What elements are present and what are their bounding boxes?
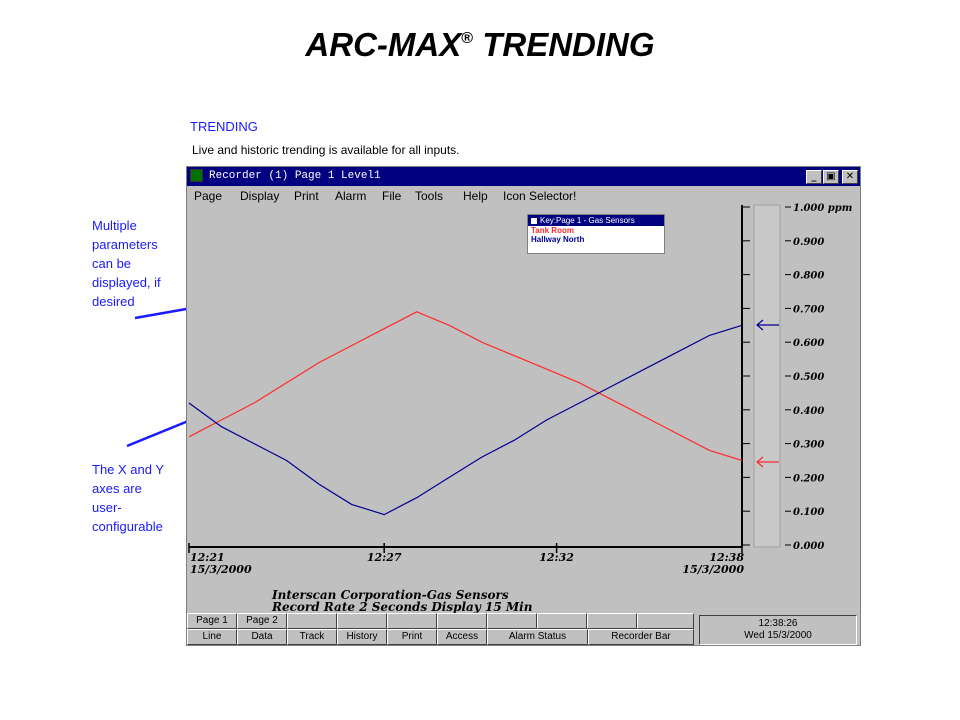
y-tick-label: 0.000 bbox=[793, 541, 824, 552]
y-tick-label: 0.100 bbox=[793, 507, 824, 518]
series-line-tank-room bbox=[188, 311, 743, 462]
x-tick-time: 12:27 bbox=[367, 551, 402, 564]
empty-page-slot bbox=[637, 613, 694, 629]
recorder-bar bbox=[753, 204, 781, 548]
recorder-bar-button[interactable]: Recorder Bar bbox=[588, 629, 694, 645]
y-tick-label: 0.900 bbox=[793, 237, 824, 248]
menu-file[interactable]: File bbox=[382, 189, 402, 203]
callout-bottom-line: axes are bbox=[92, 481, 142, 496]
section-heading: TRENDING bbox=[190, 119, 258, 134]
callout-top-line: can be bbox=[92, 256, 132, 271]
y-tick-label: 0.300 bbox=[793, 440, 824, 451]
x-tick-time: 12:21 bbox=[190, 551, 225, 564]
callout-bottom-line: user- bbox=[92, 500, 122, 515]
menubar: Page Display Print Alarm File Tools Help… bbox=[187, 187, 860, 205]
minimize-button[interactable]: _ bbox=[806, 170, 822, 184]
footer-line-1: Interscan Corporation-Gas Sensors bbox=[272, 588, 509, 602]
empty-page-slot bbox=[437, 613, 487, 629]
callout-multiple-parameters: Multiple parameters can be displayed, if des… bbox=[92, 216, 161, 311]
window-title: Recorder (1) Page 1 Level1 bbox=[209, 170, 381, 182]
page-button-1[interactable]: Page 1 bbox=[187, 613, 237, 629]
y-tick-label: 0.600 bbox=[793, 338, 824, 349]
menu-print[interactable]: Print bbox=[294, 189, 319, 203]
slide-title: ARC-MAX® TRENDING bbox=[305, 26, 655, 63]
menu-help[interactable]: Help bbox=[463, 189, 488, 203]
legend-item-hallway-north: Hallway North bbox=[531, 235, 585, 244]
empty-page-slot bbox=[537, 613, 587, 629]
clock-time: 12:38:26 bbox=[758, 618, 798, 629]
app-icon bbox=[190, 169, 203, 182]
footer-line-2: Record Rate 2 Seconds Display 15 Min bbox=[272, 600, 533, 614]
empty-page-slot bbox=[287, 613, 337, 629]
y-tick-label: 0.400 bbox=[793, 406, 824, 417]
x-tick-time: 12:32 bbox=[539, 551, 574, 564]
arrow-indicator-red bbox=[756, 456, 779, 468]
callout-bottom-line: configurable bbox=[92, 519, 163, 534]
series-line-hallway-north bbox=[188, 324, 743, 516]
alarm-status-button[interactable]: Alarm Status bbox=[487, 629, 588, 645]
legend-key[interactable]: Key:Page 1 - Gas Sensors Tank Room Hallw… bbox=[527, 214, 665, 254]
callout-bottom-line: The X and Y bbox=[92, 462, 165, 477]
section-description: Live and historic trending is available … bbox=[192, 143, 460, 157]
menu-display[interactable]: Display bbox=[240, 189, 280, 203]
history-button[interactable]: History bbox=[337, 629, 387, 645]
menu-page[interactable]: Page bbox=[194, 189, 223, 203]
track-button[interactable]: Track bbox=[287, 629, 337, 645]
callout-top-line: Multiple bbox=[92, 218, 137, 233]
page-button-2[interactable]: Page 2 bbox=[237, 613, 287, 629]
empty-page-slot bbox=[587, 613, 637, 629]
clock-display: 12:38:26 Wed 15/3/2000 bbox=[699, 615, 857, 645]
arrow-indicator-blue bbox=[756, 319, 779, 331]
y-tick-label: 0.500 bbox=[793, 372, 824, 383]
maximize-button[interactable]: ▣ bbox=[823, 170, 839, 184]
empty-page-slot bbox=[487, 613, 537, 629]
x-tick-date: 15/3/2000 bbox=[682, 563, 744, 576]
y-tick-label: 1.000 ppm bbox=[793, 203, 852, 214]
line-button[interactable]: Line bbox=[187, 629, 237, 645]
menu-tools[interactable]: Tools bbox=[415, 189, 444, 203]
menu-icon-selector[interactable]: Icon Selector! bbox=[503, 189, 577, 203]
x-tick-time: 12:38 bbox=[709, 551, 744, 564]
x-tick-date: 15/3/2000 bbox=[190, 563, 252, 576]
y-tick-label: 0.800 bbox=[793, 271, 824, 282]
close-button[interactable]: ✕ bbox=[842, 170, 858, 184]
recorder-window: Recorder (1) Page 1 Level1 _ ▣ ✕ Page Di… bbox=[186, 166, 861, 646]
legend-title: Key:Page 1 - Gas Sensors bbox=[528, 215, 664, 226]
empty-page-slot bbox=[387, 613, 437, 629]
callout-top-line: parameters bbox=[92, 237, 158, 252]
callout-axes-configurable: The X and Y axes are user-configurable bbox=[92, 460, 164, 536]
print-button[interactable]: Print bbox=[387, 629, 437, 645]
trend-chart: 1.000 ppm 0.900 0.800 0.700 0.600 0.500 0.400 0… bbox=[188, 203, 852, 576]
legend-item-tank-room: Tank Room bbox=[531, 226, 574, 235]
empty-page-slot bbox=[337, 613, 387, 629]
menu-alarm[interactable]: Alarm bbox=[335, 189, 367, 203]
y-tick-label: 0.700 bbox=[793, 304, 824, 315]
clock-date: Wed 15/3/2000 bbox=[744, 630, 812, 641]
access-button[interactable]: Access bbox=[437, 629, 487, 645]
data-button[interactable]: Data bbox=[237, 629, 287, 645]
callout-top-line: desired bbox=[92, 294, 135, 309]
callout-top-line: displayed, if bbox=[92, 275, 161, 290]
window-titlebar[interactable]: Recorder (1) Page 1 Level1 _ ▣ ✕ bbox=[187, 167, 860, 186]
y-tick-label: 0.200 bbox=[793, 473, 824, 484]
